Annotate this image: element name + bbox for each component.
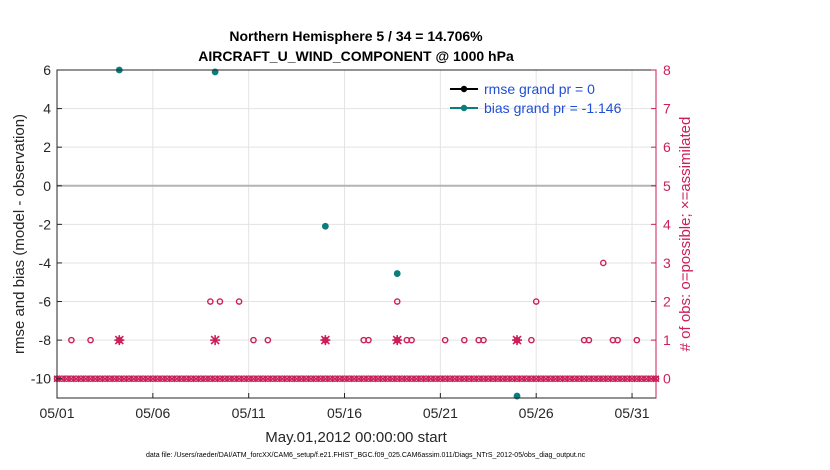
y-tick-label-left: 0 bbox=[43, 178, 51, 194]
obs-possible-marker bbox=[216, 298, 224, 305]
obs-possible-marker bbox=[532, 298, 540, 305]
obs-possible-marker bbox=[235, 298, 243, 305]
bias-point bbox=[393, 270, 401, 277]
y-axis-label-left: rmse and bias (model - observation) bbox=[11, 114, 28, 354]
y-tick-label-left: 6 bbox=[43, 62, 51, 78]
obs-possible-marker bbox=[207, 298, 214, 305]
grid bbox=[56, 69, 656, 398]
y-tick-label-left: 4 bbox=[43, 101, 51, 117]
legend-bias-label: bias grand pr = -1.146 bbox=[484, 100, 622, 116]
y-tick-label-right: 6 bbox=[663, 139, 671, 155]
obs-possible-marker bbox=[365, 336, 372, 344]
obs-possible-marker bbox=[633, 336, 641, 344]
obs-possible-marker bbox=[585, 336, 593, 344]
y-axis-label-right: # of obs: o=possible; ×=assimilated bbox=[677, 117, 694, 352]
bias-point bbox=[321, 222, 329, 230]
obs-possible-marker bbox=[250, 336, 257, 344]
x-axis-label: May.01,2012 00:00:00 start bbox=[265, 429, 447, 446]
obs-possible-marker bbox=[599, 259, 607, 267]
axis-ticks: 05/01 05/06 05/11 05/16 05/21 05/26 05/31 -10 -8… bbox=[31, 62, 671, 421]
obs-possible-marker bbox=[441, 336, 449, 344]
y-tick-label-right: 1 bbox=[663, 332, 671, 348]
chart-subtitle: AIRCRAFT_U_WIND_COMPONENT @ 1000 hPa bbox=[198, 48, 514, 64]
plot-frame bbox=[56, 69, 657, 399]
x-tick-label: 05/16 bbox=[327, 405, 362, 421]
obs-possible-marker bbox=[264, 336, 272, 344]
chart-title: Northern Hemisphere 5 / 34 = 14.706% bbox=[229, 28, 483, 44]
obs-possible-marker bbox=[408, 336, 415, 344]
y-tick-label-left: -6 bbox=[39, 294, 52, 310]
y-tick-label-left: -4 bbox=[39, 255, 52, 271]
legend-rmse-marker bbox=[460, 85, 468, 93]
y-tick-label-right: 7 bbox=[663, 101, 671, 117]
y-tick-label-left: 2 bbox=[43, 139, 51, 155]
legend-bias-marker bbox=[460, 104, 468, 112]
obs-possible-marker bbox=[68, 336, 75, 344]
y-tick-label-right: 0 bbox=[663, 371, 671, 387]
x-tick-label: 05/01 bbox=[39, 405, 74, 421]
obs-possible-marker bbox=[461, 336, 468, 344]
obs-possible-marker bbox=[528, 336, 535, 344]
x-tick-label: 05/21 bbox=[423, 405, 458, 421]
y-tick-label-right: 4 bbox=[663, 216, 671, 232]
y-tick-label-right: 3 bbox=[663, 255, 671, 271]
x-tick-label: 05/26 bbox=[519, 405, 554, 421]
obs-possible-marker bbox=[480, 336, 487, 344]
legend-rmse-label: rmse grand pr = 0 bbox=[484, 81, 595, 97]
x-tick-label: 05/31 bbox=[615, 405, 650, 421]
data-marks bbox=[53, 66, 660, 400]
x-tick-label: 05/06 bbox=[135, 405, 170, 421]
x-tick-label: 05/11 bbox=[232, 405, 266, 421]
y-tick-label-left: -2 bbox=[39, 216, 52, 232]
y-tick-label-right: 5 bbox=[663, 178, 671, 194]
y-tick-label-right: 8 bbox=[663, 62, 671, 78]
legend: rmse grand pr = 0 bias grand pr = -1.146 bbox=[450, 81, 622, 116]
obs-possible-marker bbox=[614, 336, 621, 344]
obs-possible-marker bbox=[87, 336, 94, 344]
obs-possible-marker bbox=[393, 298, 401, 305]
y-tick-label-left: -8 bbox=[39, 332, 52, 348]
data-file-footnote: data file: /Users/raeder/DAI/ATM_forcXX/… bbox=[146, 452, 586, 459]
y-tick-label-right: 2 bbox=[663, 294, 671, 310]
y-tick-label-left: -10 bbox=[31, 371, 51, 387]
